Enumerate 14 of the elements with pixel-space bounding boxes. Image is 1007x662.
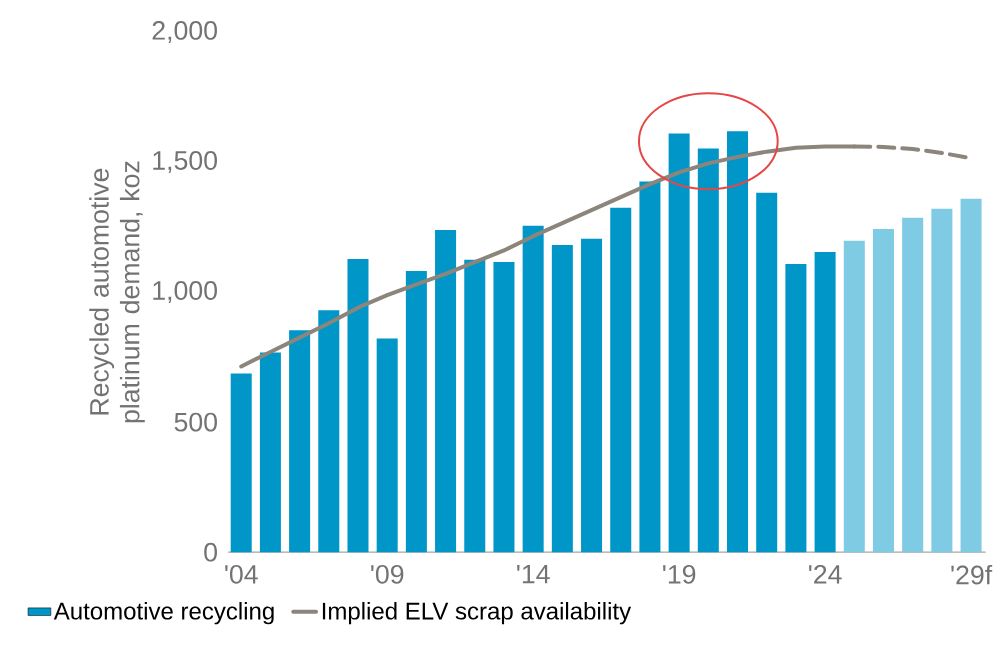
- x-tick-label: '29f: [951, 565, 993, 585]
- y-tick-label: 2,000: [152, 21, 217, 44]
- y-tick-label: 0: [204, 542, 217, 562]
- legend-label: Implied ELV scrap availability: [322, 602, 632, 625]
- y-axis-title: Recycled automotive platinum demand, koz: [89, 161, 145, 423]
- x-tick-label: '24: [809, 565, 842, 584]
- x-tick-label: '04: [225, 565, 258, 584]
- legend-label: Automotive recycling: [53, 602, 274, 625]
- y-tick-label: 1,000: [153, 281, 217, 304]
- x-tick-label: '14: [517, 565, 550, 584]
- y-tick-label: 500: [174, 412, 217, 432]
- x-tick-label: '09: [371, 565, 404, 584]
- x-tick-label: '19: [663, 565, 696, 584]
- y-tick-label: 1,500: [153, 151, 217, 174]
